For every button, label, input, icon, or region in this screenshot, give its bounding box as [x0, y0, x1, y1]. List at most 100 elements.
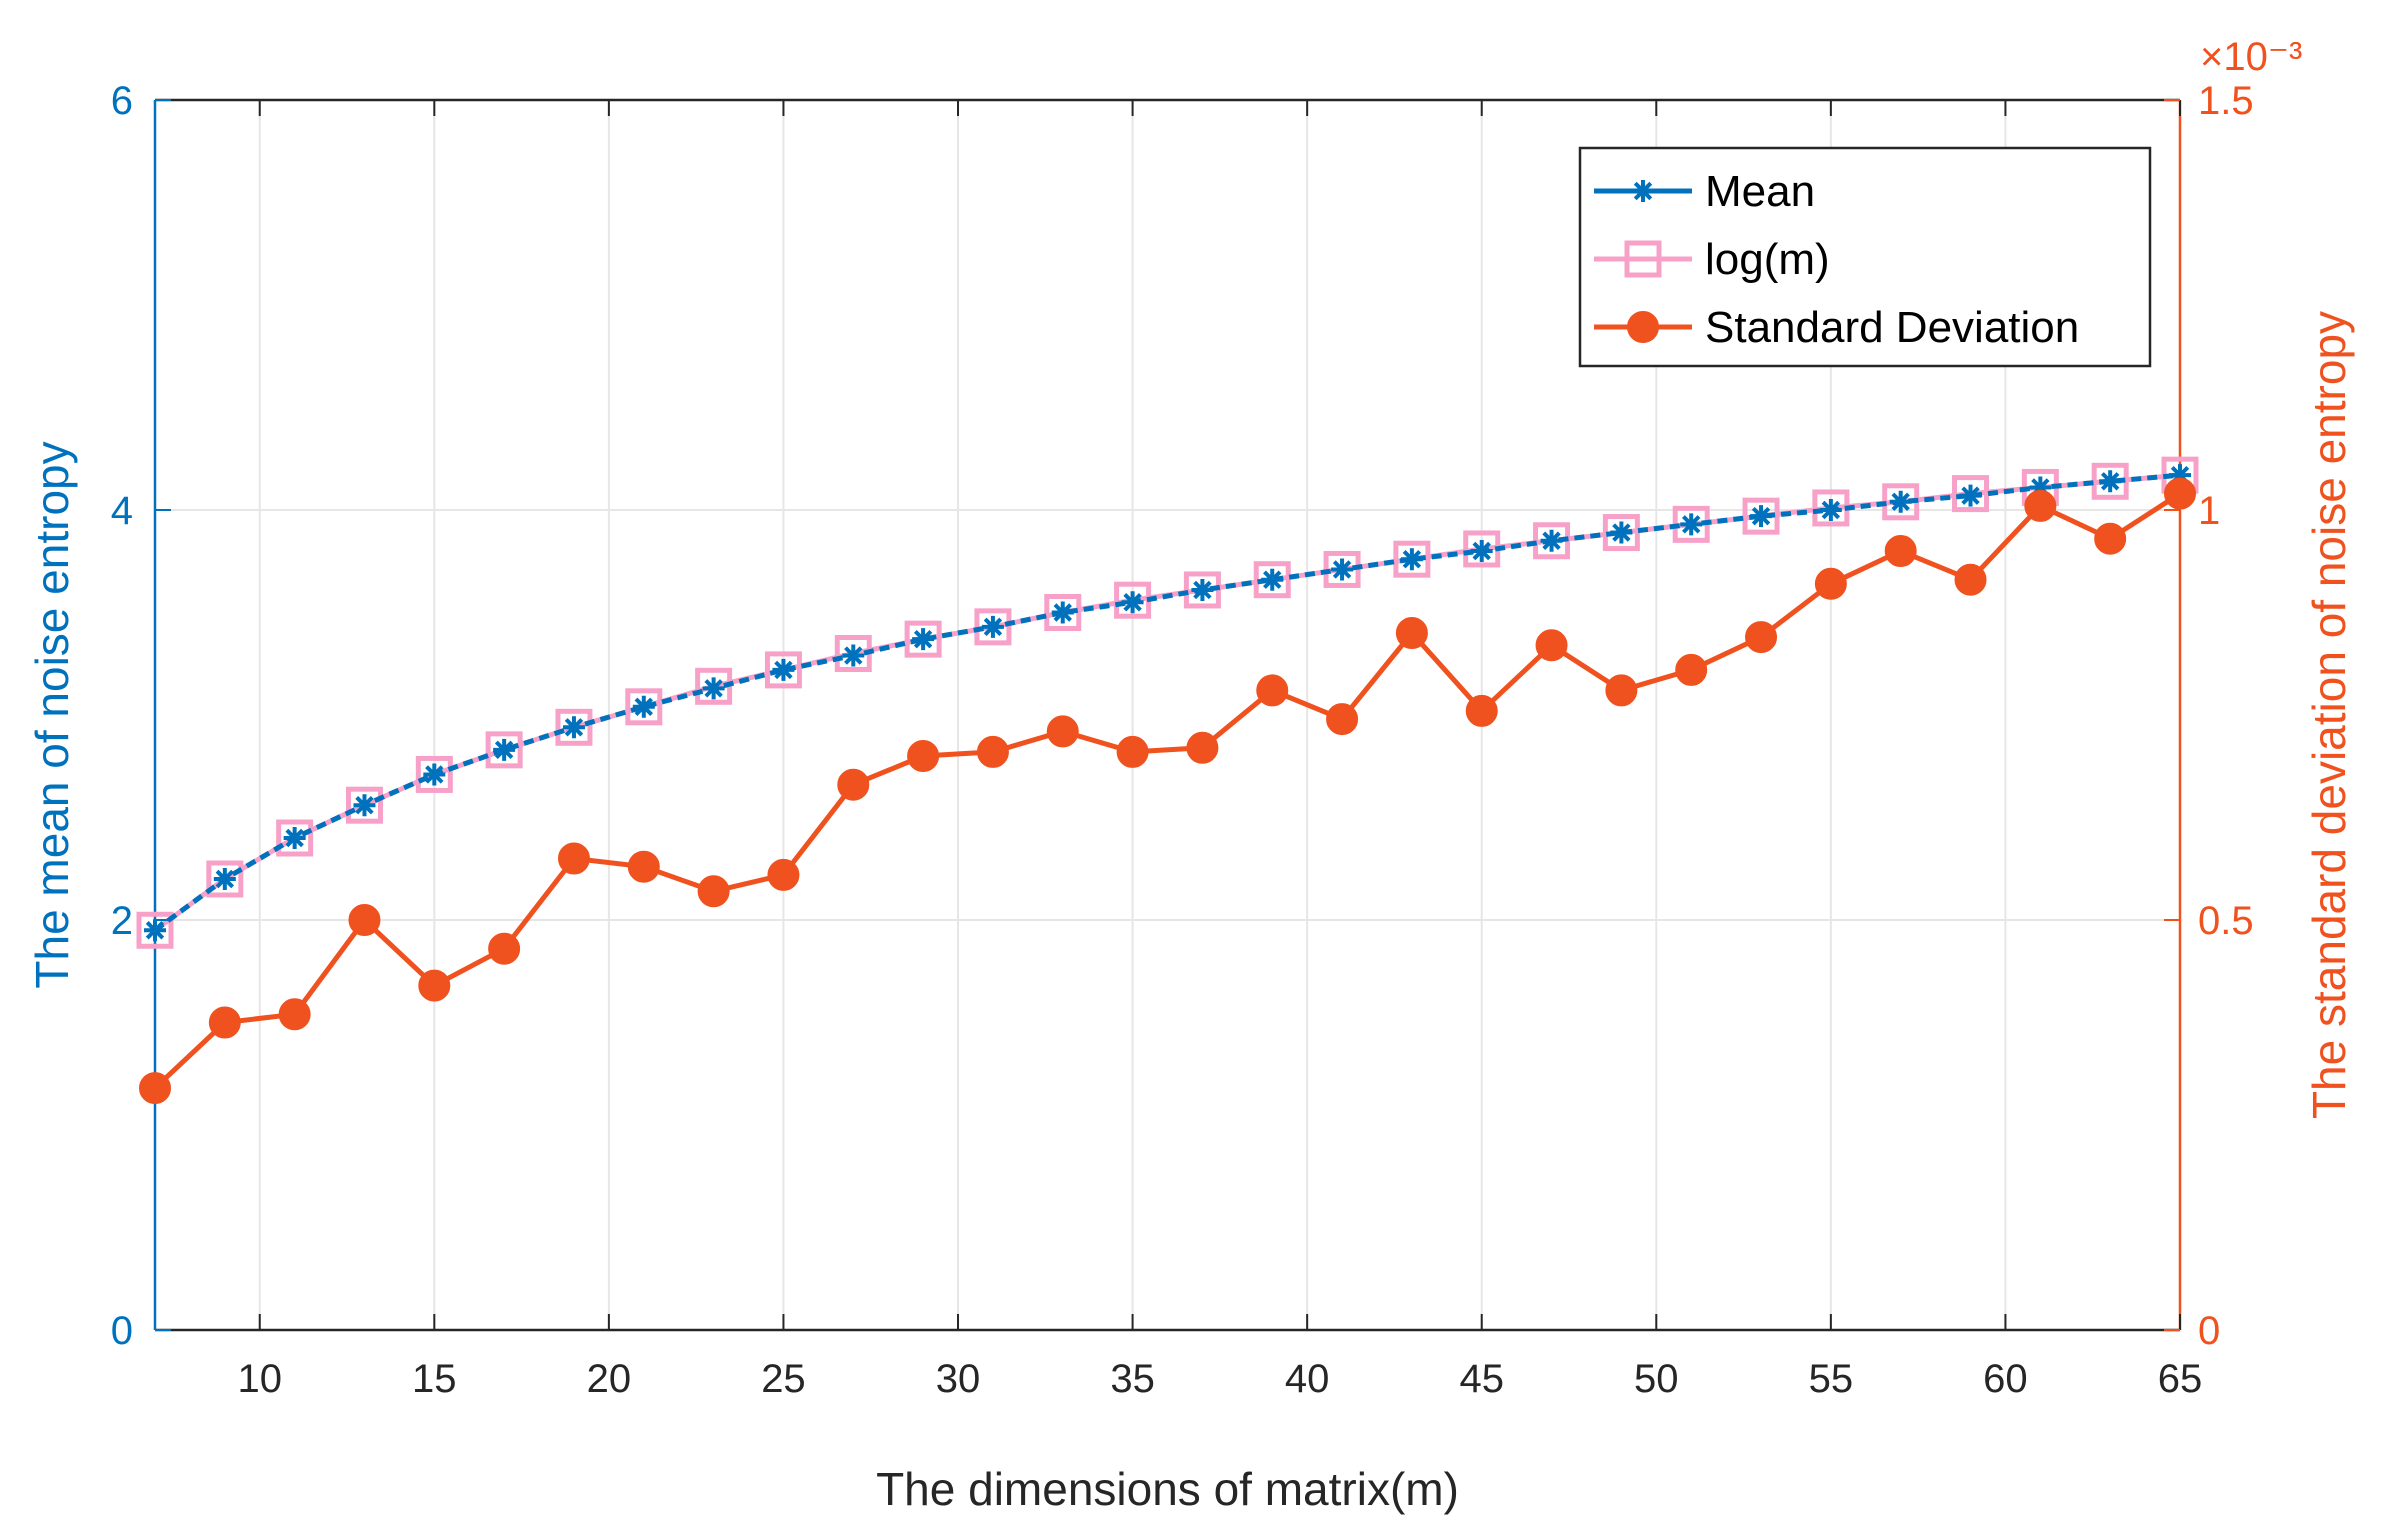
data-point — [1261, 568, 1284, 591]
data-point — [1186, 731, 1219, 764]
data-point — [208, 1006, 241, 1039]
data-point — [632, 695, 655, 718]
data-point — [1400, 548, 1423, 571]
data-point — [1253, 561, 1291, 599]
data-point — [1952, 475, 1990, 513]
axes — [153, 98, 2182, 1332]
legend-entry: Mean — [1594, 167, 1815, 216]
legend-marker — [1627, 311, 1659, 343]
data-point — [144, 919, 166, 942]
legend-label: Standard Deviation — [1705, 303, 2079, 352]
data-point — [1675, 653, 1708, 686]
data-point — [1954, 563, 1987, 596]
data-point — [2164, 477, 2196, 510]
data-point — [1121, 591, 1144, 614]
data-point — [907, 740, 940, 772]
data-point — [415, 755, 453, 793]
data-point — [912, 628, 935, 651]
data-point — [557, 842, 590, 875]
data-point — [772, 658, 795, 681]
data-point — [493, 738, 516, 761]
x-tick-label: 60 — [1983, 1357, 2028, 1401]
data-point — [1470, 540, 1493, 562]
data-point — [627, 850, 660, 883]
data-point — [1540, 529, 1563, 552]
legend-marker — [1632, 180, 1654, 202]
data-point — [1884, 535, 1917, 567]
x-axis-label: The dimensions of matrix(m) — [876, 1463, 1459, 1515]
data-point — [485, 731, 523, 769]
x-tick-label: 10 — [237, 1357, 282, 1401]
data-point — [842, 644, 865, 667]
right-y-tick-label: 1.5 — [2198, 79, 2254, 123]
data-point — [1326, 703, 1359, 736]
data-point — [2169, 464, 2191, 487]
data-point — [1610, 521, 1633, 544]
data-point — [2024, 489, 2057, 522]
x-tick-label: 55 — [1809, 1357, 1854, 1401]
data-point — [1116, 735, 1149, 768]
data-point — [2094, 522, 2127, 555]
data-point — [278, 998, 311, 1031]
data-point — [1680, 513, 1703, 536]
data-point — [767, 858, 800, 891]
data-point — [1535, 629, 1568, 662]
data-point — [1393, 540, 1431, 578]
right-axis-exponent: ×10⁻³ — [2200, 35, 2302, 79]
series-line — [153, 472, 2181, 933]
left-y-tick-label: 4 — [111, 489, 133, 533]
data-point — [1819, 499, 1842, 521]
data-point — [276, 819, 314, 857]
data-point — [562, 716, 585, 739]
legend-marker — [1624, 240, 1662, 278]
data-point — [1331, 558, 1354, 581]
data-point — [1051, 601, 1074, 624]
data-point — [1395, 617, 1428, 649]
data-point — [1605, 674, 1638, 707]
data-point — [2029, 476, 2052, 499]
data-point — [1191, 578, 1214, 601]
data-point — [139, 1072, 171, 1105]
legend-entry: log(m) — [1594, 235, 1830, 284]
data-point — [348, 904, 381, 936]
left-y-tick-label: 0 — [111, 1309, 133, 1353]
x-tick-label: 30 — [936, 1357, 981, 1401]
data-point — [2099, 470, 2122, 493]
x-tick-label: 20 — [587, 1357, 632, 1401]
data-point — [1044, 594, 1082, 631]
legend: Mean log(m) Standard Deviation — [1578, 146, 2152, 368]
right-y-tick-label: 0 — [2198, 1309, 2220, 1353]
legend-entry: Standard Deviation — [1594, 303, 2079, 352]
data-point — [206, 860, 244, 898]
data-point — [976, 735, 1009, 768]
data-point — [1465, 694, 1498, 727]
data-point — [353, 794, 376, 817]
data-point — [697, 875, 730, 908]
data-point — [345, 786, 383, 824]
axis-labels: The dimensions of matrix(m) The mean of n… — [26, 311, 2355, 1515]
data-point — [1889, 490, 1912, 513]
left-y-tick-label: 6 — [111, 79, 133, 123]
data-point — [283, 827, 306, 849]
ticks: 10 15 20 25 30 35 40 45 50 55 60 65024600.511.5×10⁻… — [111, 35, 2303, 1401]
right-y-axis-label: The standard deviation of noise entropy — [2303, 311, 2355, 1119]
x-tick-label: 15 — [412, 1357, 457, 1401]
x-tick-label: 65 — [2158, 1357, 2203, 1401]
data-point — [555, 708, 593, 746]
x-tick-label: 35 — [1110, 1357, 1155, 1401]
right-y-tick-label: 0.5 — [2198, 899, 2254, 943]
data-point — [904, 620, 942, 658]
legend-label: log(m) — [1705, 235, 1830, 284]
series-mean — [144, 464, 2191, 942]
data-point — [1256, 674, 1289, 707]
data-point — [981, 615, 1004, 638]
series-layer — [136, 456, 2199, 1105]
data-point — [702, 677, 725, 700]
data-point — [625, 688, 663, 726]
series-standard-deviation — [139, 477, 2196, 1105]
data-point — [488, 932, 521, 965]
x-tick-label: 40 — [1285, 1357, 1330, 1401]
data-point — [1046, 715, 1079, 748]
data-point — [1602, 514, 1640, 552]
